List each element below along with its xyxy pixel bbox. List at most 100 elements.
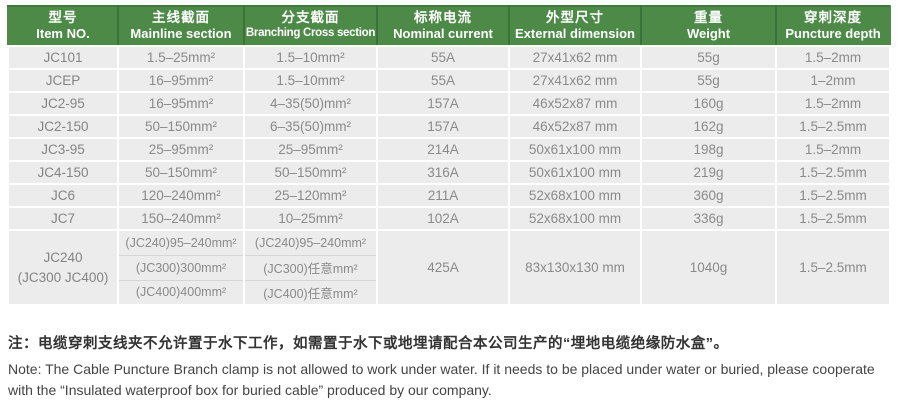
mainline-cell: 50–150mm² [117, 114, 245, 139]
item-no-cell: JC4-150 [7, 160, 119, 185]
dimension-cell: 27x41x62 mm [508, 45, 642, 70]
mainline-cell: 16–95mm² [117, 68, 245, 93]
branching-cell: 50–150mm² [243, 160, 378, 185]
column-header-item-no-zh: 型号 [48, 10, 78, 25]
column-header-weight: 重量 Weight [640, 5, 777, 47]
table-row-jc2-150: JC2-150 50–150mm² 6–35(50)mm² 157A 46x52… [7, 114, 891, 139]
dimension-cell: 50x61x100 mm [508, 160, 642, 185]
dimension-cell: 50x61x100 mm [508, 137, 642, 162]
column-header-depth: 穿刺深度 Puncture depth [775, 5, 891, 47]
branching-cell: (JC240)95–240mm² [243, 229, 378, 256]
item-no-cell: JCEP [7, 68, 119, 93]
branching-cell: (JC300)任意mm² [243, 254, 378, 281]
note-chinese: 注：电缆穿刺支线夹不允许置于水下工作，如需置于水下或地埋请配合本公司生产的“埋地… [8, 336, 729, 352]
mainline-cell: 150–240mm² [117, 206, 245, 231]
note-english-line2: with the “Insulated waterproof box for b… [8, 382, 492, 398]
branching-cell: 1.5–10mm² [243, 45, 378, 70]
mainline-cell: (JC400)400mm² [117, 279, 245, 306]
weight-cell: 55g [640, 45, 777, 70]
column-header-weight-zh: 重量 [694, 10, 723, 25]
item-no-cell: JC2-95 [7, 91, 119, 116]
column-header-mainline: 主线截面 Mainline section [117, 5, 245, 47]
depth-cell: 1.5–2.5mm [775, 114, 891, 139]
depth-cell: 1.5–2.5mm [775, 183, 891, 208]
column-header-dimension-zh: 外型尺寸 [546, 10, 604, 25]
depth-cell: 1–2mm [775, 68, 891, 93]
current-cell: 157A [376, 114, 510, 139]
dimension-cell: 83x130x130 mm [508, 229, 642, 306]
note-english-line1: Note: The Cable Puncture Branch clamp is… [8, 361, 875, 377]
column-header-current-zh: 标称电流 [414, 10, 472, 25]
current-cell: 55A [376, 45, 510, 70]
depth-cell: 1.5–2.5mm [775, 160, 891, 185]
current-cell: 425A [376, 229, 510, 306]
table-row-jc3-95: JC3-95 25–95mm² 25–95mm² 214A 50x61x100 … [7, 137, 891, 162]
current-cell: 211A [376, 183, 510, 208]
table-row-jc2-95: JC2-95 16–95mm² 4–35(50)mm² 157A 46x52x8… [7, 91, 891, 116]
branching-cell: 25–95mm² [243, 137, 378, 162]
mainline-cell: 16–95mm² [117, 91, 245, 116]
column-header-mainline-zh: 主线截面 [152, 10, 210, 25]
dimension-cell: 46x52x87 mm [508, 91, 642, 116]
weight-cell: 336g [640, 206, 777, 231]
table-row-jc101: JC101 1.5–25mm² 1.5–10mm² 55A 27x41x62 m… [7, 45, 891, 70]
column-header-depth-zh: 穿刺深度 [804, 10, 862, 25]
table-row-jc240-sub2: (JC300)300mm² (JC300)任意mm² [8, 254, 890, 281]
footnotes: 注：电缆穿刺支线夹不允许置于水下工作，如需置于水下或地埋请配合本公司生产的“埋地… [8, 334, 894, 401]
column-header-current-en: Nominal current [393, 26, 493, 41]
table-row-jcep: JCEP 16–95mm² 1.5–10mm² 55A 27x41x62 mm … [7, 68, 891, 93]
column-header-branching-en: Branching Cross section [245, 27, 376, 39]
depth-cell: 1.5–2.5mm [775, 229, 891, 306]
current-cell: 316A [376, 160, 510, 185]
mainline-cell: 120–240mm² [117, 183, 245, 208]
column-header-current: 标称电流 Nominal current [376, 5, 510, 47]
depth-cell: 1.5–2mm [775, 45, 891, 70]
dimension-cell: 52x68x100 mm [508, 183, 642, 208]
dimension-cell: 27x41x62 mm [508, 68, 642, 93]
weight-cell: 198g [640, 137, 777, 162]
branching-cell: 4–35(50)mm² [243, 91, 378, 116]
current-cell: 55A [376, 68, 510, 93]
branching-cell: 10–25mm² [243, 206, 378, 231]
weight-cell: 360g [640, 183, 777, 208]
column-header-depth-en: Puncture depth [785, 26, 881, 41]
branching-cell: (JC400)任意mm² [243, 279, 378, 306]
spec-table: 型号 Item NO. 主线截面 Mainline section 分支截面 B… [7, 5, 891, 306]
item-no-cell: JC7 [7, 206, 119, 231]
mainline-cell: 1.5–25mm² [117, 45, 245, 70]
dimension-cell: 52x68x100 mm [508, 206, 642, 231]
item-no-line2: (JC300 JC400) [17, 269, 109, 285]
item-no-cell: JC101 [7, 45, 119, 70]
item-no-cell: JC2-150 [7, 114, 119, 139]
table-row-jc240-sub1: JC240 (JC300 JC400) (JC240)95–240mm² (JC… [7, 229, 891, 306]
weight-cell: 1040g [640, 229, 777, 306]
column-header-item-no-en: Item NO. [36, 26, 90, 41]
current-cell: 214A [376, 137, 510, 162]
table-row-jc6: JC6 120–240mm² 25–120mm² 211A 52x68x100 … [7, 183, 891, 208]
column-header-item-no: 型号 Item NO. [7, 5, 119, 47]
item-no-cell: JC6 [7, 183, 119, 208]
column-header-branching: 分支截面 Branching Cross section [243, 5, 378, 47]
column-header-weight-en: Weight [686, 26, 731, 41]
table-row-jc240-sub3: (JC400)400mm² (JC400)任意mm² [8, 279, 890, 306]
note-english: Note: The Cable Puncture Branch clamp is… [8, 359, 894, 401]
column-header-dimension: 外型尺寸 External dimension [508, 5, 642, 47]
depth-cell: 1.5–2.5mm [775, 206, 891, 231]
weight-cell: 160g [640, 91, 777, 116]
item-no-cell: JC240 (JC300 JC400) [7, 229, 119, 306]
branching-cell: 6–35(50)mm² [243, 114, 378, 139]
current-cell: 102A [376, 206, 510, 231]
dimension-cell: 46x52x87 mm [508, 114, 642, 139]
weight-cell: 162g [640, 114, 777, 139]
item-no-line1: JC240 [43, 249, 83, 265]
item-no-cell: JC3-95 [7, 137, 119, 162]
current-cell: 157A [376, 91, 510, 116]
table-row-jc7: JC7 150–240mm² 10–25mm² 102A 52x68x100 m… [7, 206, 891, 231]
branching-cell: 25–120mm² [243, 183, 378, 208]
weight-cell: 55g [640, 68, 777, 93]
mainline-cell: (JC240)95–240mm² [117, 229, 245, 256]
mainline-cell: 50–150mm² [117, 160, 245, 185]
depth-cell: 1.5–2mm [775, 137, 891, 162]
branching-cell: 1.5–10mm² [243, 68, 378, 93]
